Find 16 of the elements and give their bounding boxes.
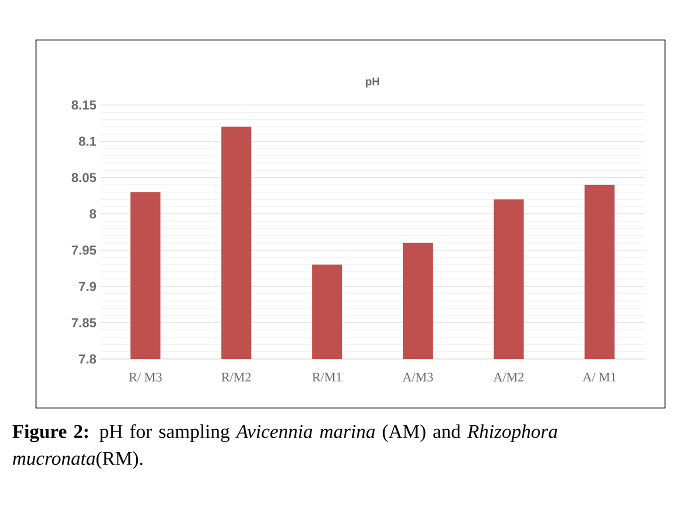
y-tick-label: 7.9 — [79, 282, 96, 291]
y-tick-label: 8.15 — [72, 100, 96, 110]
x-tick-label: R/ M3 — [129, 372, 162, 382]
y-tick-label: 8 — [90, 209, 96, 218]
x-tick-label: A/M3 — [402, 372, 433, 382]
y-tick-label: 7.95 — [72, 246, 96, 255]
text: Figure 2: pH for sampling Avicennia marina (AM) and Rhizophora mucronata(RM). — [12, 424, 558, 469]
x-tick-label: R/M1 — [312, 372, 342, 382]
x-tick-label: R/M2 — [222, 372, 251, 382]
y-tick-label: 8.1 — [78, 136, 96, 146]
x-tick-label: A/M2 — [493, 372, 524, 382]
y-tick-label: 7.8 — [79, 354, 96, 364]
x-tick-label: A/ M1 — [582, 372, 616, 382]
y-tick-label: 7.85 — [72, 318, 96, 328]
y-tick-label: 8.05 — [72, 172, 96, 182]
chart-title: pH — [366, 78, 380, 88]
